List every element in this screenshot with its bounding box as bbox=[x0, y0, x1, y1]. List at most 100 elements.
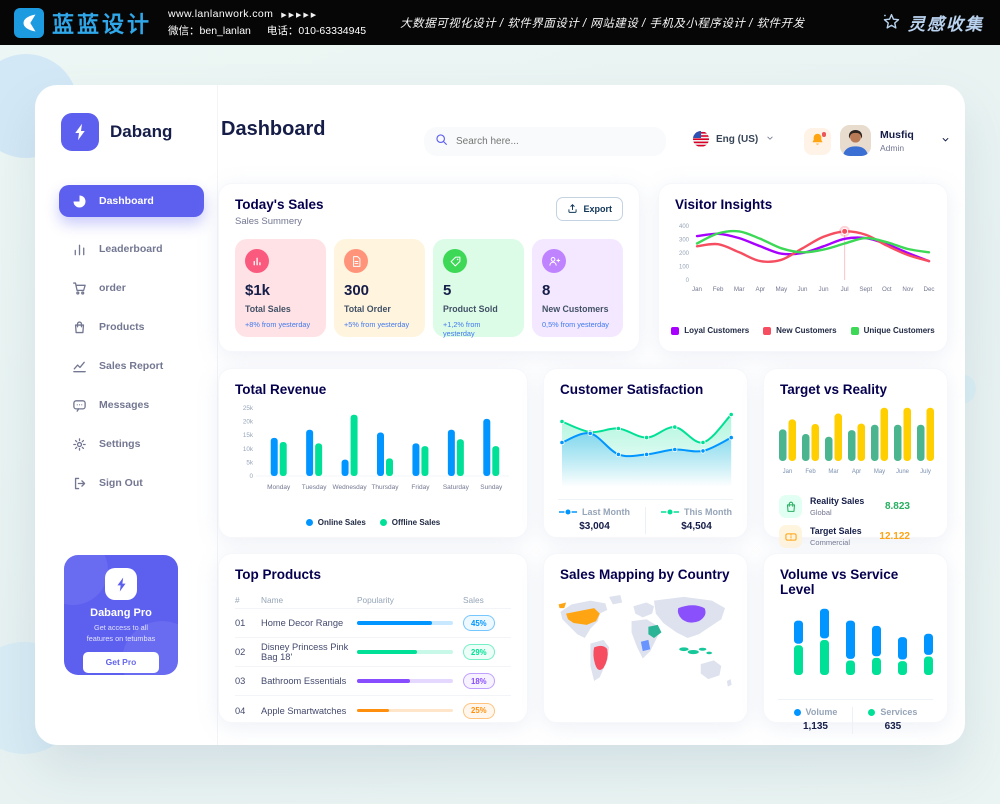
sidebar-item-label: Messages bbox=[99, 399, 150, 411]
chevron-icon bbox=[767, 136, 773, 140]
sidebar-item-messages[interactable]: Messages bbox=[59, 389, 204, 421]
brand-name: Dabang bbox=[110, 122, 173, 141]
message-icon bbox=[73, 399, 86, 412]
sidebar-menu: Dashboard Leaderboard order Products Sales R… bbox=[59, 185, 204, 506]
target-info-value: 12.122 bbox=[879, 531, 910, 542]
product-row: 04 Apple Smartwatches 25% bbox=[235, 696, 511, 725]
top-products-rows: 01 Home Decor Range 45% 02 Disney Princess P… bbox=[219, 609, 527, 725]
bolt-icon bbox=[75, 123, 85, 141]
sidebar-item-order[interactable]: order bbox=[59, 272, 204, 304]
customers-icon bbox=[548, 256, 560, 266]
visitor-insights-panel: Visitor Insights 0 100 200 300 400 Jan Feb Mar A… bbox=[658, 183, 948, 352]
sidebar-item-sign-out[interactable]: Sign Out bbox=[59, 467, 204, 499]
avatar bbox=[840, 125, 871, 156]
svg-text:May: May bbox=[776, 286, 789, 293]
total-revenue-panel: Total Revenue 0 5k 10k 15k 20k 25k Monday Tuesd… bbox=[218, 368, 528, 538]
brand-bolt-icon bbox=[61, 113, 99, 151]
sidebar-item-dashboard[interactable]: Dashboard bbox=[59, 185, 204, 217]
country-saudi-arabia bbox=[648, 624, 662, 638]
todays-sales-panel: Today's Sales Sales Summery Export $1k To… bbox=[218, 183, 640, 352]
svg-text:Thursday: Thursday bbox=[371, 484, 399, 491]
stat-icon-wrap bbox=[245, 249, 269, 273]
sidebar-item-label: Dashboard bbox=[99, 195, 154, 207]
stat-card: 5 Product Sold +1,2% from yesterday bbox=[433, 239, 524, 338]
get-pro-button[interactable]: Get Pro bbox=[83, 651, 159, 673]
volume-vs-service-title: Volume vs Service Level bbox=[780, 567, 899, 597]
legend-marker-icon bbox=[559, 509, 577, 515]
customer-satisfaction-legend: Last Month $3,004 This Month $4,504 bbox=[544, 507, 747, 534]
stat-delta: +5% from yesterday bbox=[344, 320, 410, 329]
customer-satisfaction-chart bbox=[559, 411, 734, 487]
volume-vs-service-chart bbox=[794, 608, 933, 675]
popularity-fill bbox=[357, 650, 417, 654]
sidebar-item-sales-report[interactable]: Sales Report bbox=[59, 350, 204, 382]
customer-satisfaction-panel: Customer Satisfaction Last Month $3,004 Th… bbox=[543, 368, 748, 538]
user-role: Admin bbox=[880, 142, 905, 153]
user-name-block: Musfiq Admin bbox=[880, 129, 914, 153]
export-button[interactable]: Export bbox=[556, 197, 623, 221]
divider bbox=[778, 699, 933, 700]
stat-value: 5 bbox=[443, 282, 452, 299]
svg-text:400: 400 bbox=[679, 224, 690, 230]
visitor-insights-legend: Loyal Customers New Customers Unique Custo… bbox=[659, 326, 947, 335]
sidebar-item-leaderboard[interactable]: Leaderboard bbox=[59, 233, 204, 265]
todays-sales-title: Today's Sales bbox=[235, 197, 324, 212]
sidebar-item-label: Sign Out bbox=[99, 477, 143, 489]
popularity-bar bbox=[357, 650, 453, 654]
gear-icon bbox=[73, 437, 86, 451]
product-name: Bathroom Essentials bbox=[261, 676, 347, 686]
search-input[interactable] bbox=[424, 127, 666, 156]
svg-text:Sept: Sept bbox=[859, 286, 872, 293]
stat-value: 300 bbox=[344, 282, 370, 299]
legend-item: New Customers bbox=[763, 326, 837, 335]
svg-text:Feb: Feb bbox=[805, 469, 816, 475]
user-name: Musfiq bbox=[880, 128, 914, 141]
export-icon bbox=[567, 203, 578, 216]
customer-satisfaction-title: Customer Satisfaction bbox=[560, 382, 704, 397]
target-info-label: Target Sales bbox=[810, 526, 862, 536]
notifications-button[interactable] bbox=[804, 128, 831, 155]
dashboard-app: Dabang Dashboard Leaderboard order Products… bbox=[35, 85, 965, 745]
tag-icon bbox=[450, 256, 460, 266]
volume-vs-service-legend: Volume 1,135 Services 635 bbox=[764, 707, 947, 734]
world-map bbox=[558, 594, 732, 687]
sidebar-item-settings[interactable]: Settings bbox=[59, 428, 204, 460]
product-rank: 01 bbox=[235, 618, 246, 628]
target-vs-reality-chart: Jan Feb Mar Apr May June July bbox=[779, 407, 934, 475]
legend-item: This Month $4,504 bbox=[661, 507, 732, 532]
country-brazil bbox=[593, 645, 608, 671]
target-info-icon-wrap bbox=[779, 495, 802, 518]
brand: Dabang bbox=[61, 113, 172, 151]
svg-text:5k: 5k bbox=[246, 459, 254, 466]
target-vs-reality-title: Target vs Reality bbox=[780, 382, 888, 397]
banner-phone: 电话：010-63334945 bbox=[266, 24, 367, 37]
product-row: 03 Bathroom Essentials 18% bbox=[235, 667, 511, 696]
svg-text:Sunday: Sunday bbox=[480, 484, 503, 491]
country-indonesia bbox=[679, 647, 712, 655]
svg-text:Tuesday: Tuesday bbox=[302, 484, 327, 491]
bag-icon bbox=[74, 320, 85, 333]
page-title: Dashboard bbox=[221, 118, 326, 140]
svg-text:10k: 10k bbox=[243, 446, 254, 453]
search-icon bbox=[435, 133, 448, 151]
notification-dot bbox=[821, 132, 826, 137]
column-header: Popularity bbox=[357, 594, 394, 605]
divider bbox=[558, 499, 733, 500]
legend-swatch bbox=[850, 326, 859, 335]
stat-card: 8 New Customers 0,5% from yesterday bbox=[532, 239, 623, 337]
us-flag-icon bbox=[693, 131, 709, 147]
search-field[interactable] bbox=[456, 136, 646, 147]
total-revenue-title: Total Revenue bbox=[235, 382, 327, 397]
popularity-fill bbox=[357, 679, 410, 683]
visitor-insights-title: Visitor Insights bbox=[675, 197, 773, 212]
legend-label-row: This Month bbox=[661, 507, 732, 517]
target-info-text: Reality Sales Global bbox=[810, 496, 864, 517]
signout-icon bbox=[74, 477, 86, 489]
sales-badge: 45% bbox=[463, 615, 495, 631]
language-selector[interactable]: Eng (US) bbox=[693, 131, 775, 147]
legend-dot bbox=[868, 708, 876, 716]
stat-icon-wrap bbox=[443, 249, 467, 273]
sidebar-item-products[interactable]: Products bbox=[59, 311, 204, 343]
user-profile[interactable]: Musfiq Admin bbox=[840, 125, 951, 156]
country-china bbox=[677, 605, 706, 623]
